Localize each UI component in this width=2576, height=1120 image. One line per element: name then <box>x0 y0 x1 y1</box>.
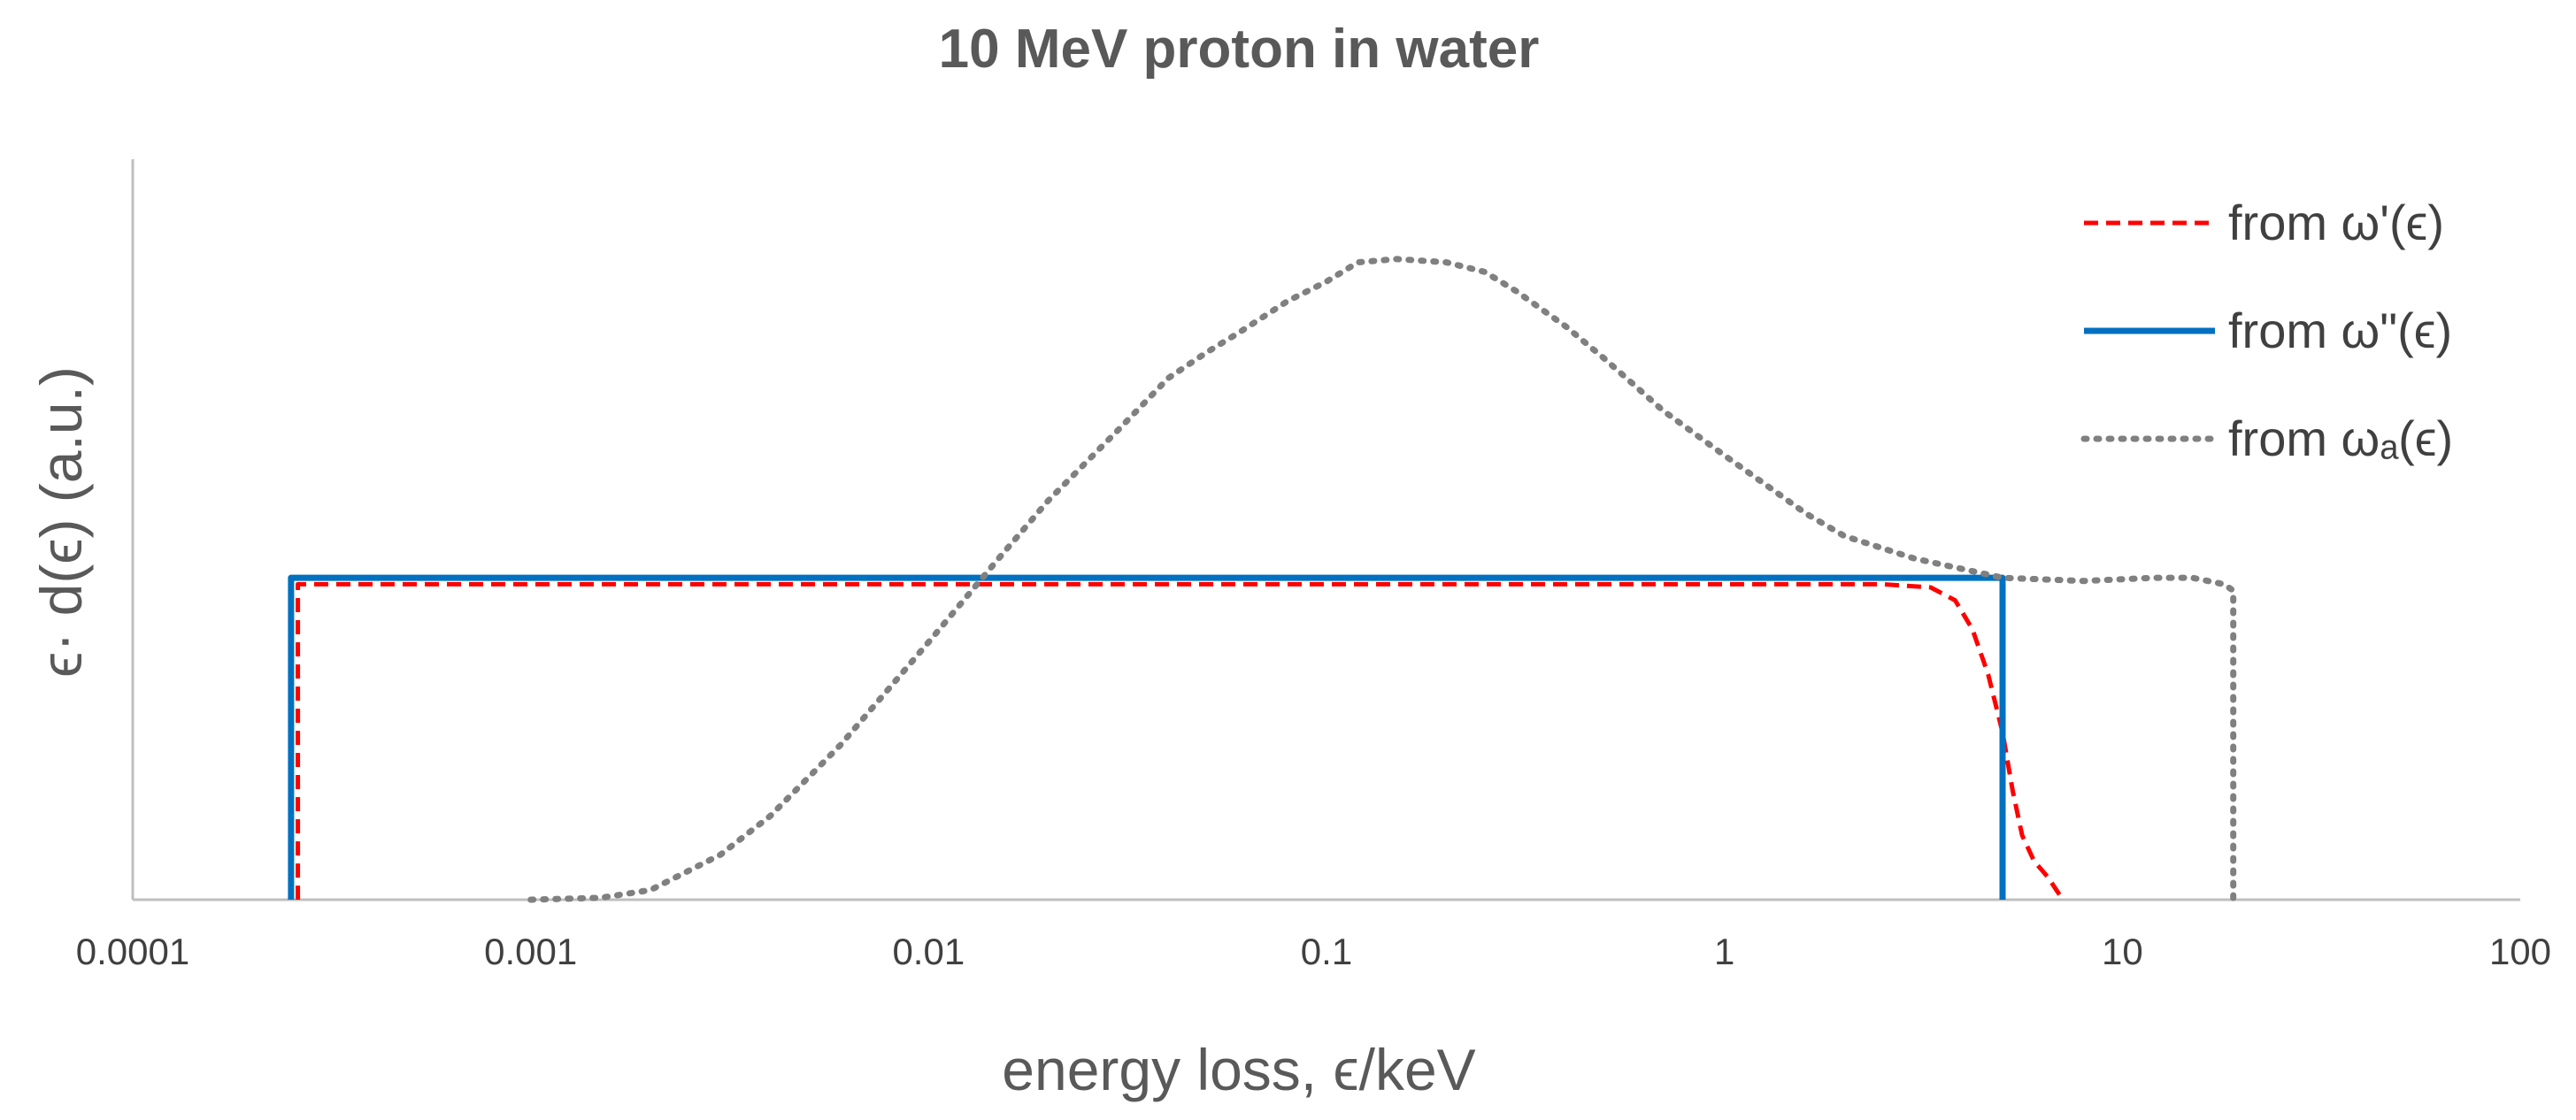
legend-label-1: from ω'(ϵ) <box>2228 195 2444 250</box>
x-tick-label: 0.1 <box>1301 931 1352 972</box>
legend-label-2: from ω"(ϵ) <box>2228 303 2452 358</box>
x-tick-labels: 0.0001 0.001 0.01 0.1 1 10 100 <box>76 931 2551 972</box>
series-line-1 <box>296 581 2063 900</box>
x-tick-label: 100 <box>2489 931 2551 972</box>
legend-label-3: from ωₐ(ϵ) <box>2228 410 2453 466</box>
legend: from ω'(ϵ) from ω"(ϵ) from ωₐ(ϵ) <box>2080 195 2453 466</box>
series-line-3 <box>527 256 2237 903</box>
chart-title: 10 MeV proton in water <box>939 19 1540 80</box>
y-axis-title: ϵ· d(ϵ) (a.u.) <box>28 366 94 678</box>
series-layer <box>288 256 2237 903</box>
x-tick-label: 1 <box>1714 931 1734 972</box>
x-tick-label: 0.001 <box>484 931 577 972</box>
series-line-2 <box>288 574 2006 900</box>
axes <box>131 159 2520 901</box>
x-tick-label: 10 <box>2102 931 2143 972</box>
x-tick-label: 0.0001 <box>76 931 189 972</box>
x-axis-title: energy loss, ϵ/keV <box>1002 1037 1475 1102</box>
x-tick-label: 0.01 <box>892 931 965 972</box>
